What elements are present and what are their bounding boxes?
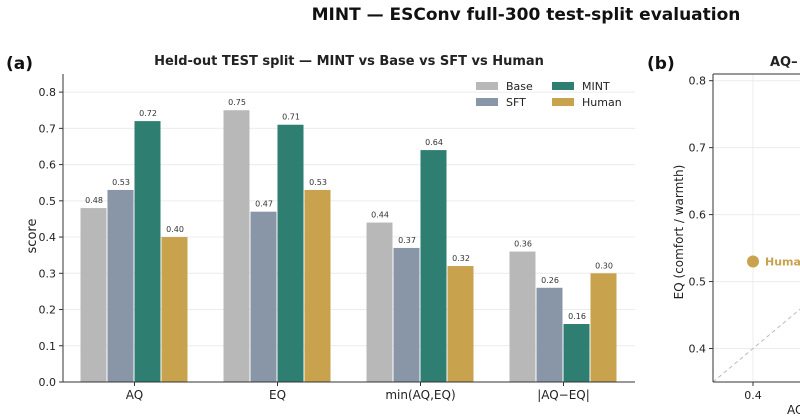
point-label-human: Huma xyxy=(765,255,800,268)
panel-a: (a) Held-out TEST split — MINT vs Base v… xyxy=(6,54,635,402)
bar-value-label: 0.16 xyxy=(568,312,586,321)
bar-base xyxy=(509,251,536,382)
bar-value-label: 0.36 xyxy=(514,240,532,249)
bar-base xyxy=(223,110,250,382)
bar-value-label: 0.26 xyxy=(541,276,559,285)
legend-swatch-mint xyxy=(552,82,574,90)
legend-swatch-base xyxy=(476,82,498,90)
y-tick-label: 0.5 xyxy=(689,276,707,289)
panel-a-bars xyxy=(80,110,617,383)
y-tick-label: 0.7 xyxy=(39,122,57,135)
bar-sft xyxy=(107,189,134,382)
bar-human xyxy=(447,266,474,382)
y-tick-label: 0.2 xyxy=(39,304,57,317)
bar-mint xyxy=(420,150,447,382)
panel-b-plot: 0.4 0.5 0.6 0.7 0.8 0.4 Huma xyxy=(689,73,800,402)
bar-base xyxy=(366,222,393,382)
bar-value-label: 0.64 xyxy=(425,138,443,147)
bar-value-label: 0.48 xyxy=(85,196,103,205)
bar-value-label: 0.30 xyxy=(595,261,613,270)
legend-swatch-sft xyxy=(476,98,498,106)
bar-value-label: 0.71 xyxy=(282,113,300,122)
bar-human xyxy=(590,273,617,382)
bar-mint xyxy=(277,124,304,383)
y-tick-label: 0.1 xyxy=(39,340,57,353)
panel-a-ylabel: score xyxy=(25,219,40,254)
x-tick-label: EQ xyxy=(269,388,286,402)
x-tick-label: min(AQ,EQ) xyxy=(385,388,455,402)
bar-sft xyxy=(536,287,563,382)
legend-label-mint: MINT xyxy=(582,80,610,93)
y-tick-label: 0.7 xyxy=(689,142,707,155)
panel-a-title: Held-out TEST split — MINT vs Base vs SF… xyxy=(154,54,544,69)
y-tick-label: 0.0 xyxy=(39,376,57,389)
x-tick-label: 0.4 xyxy=(744,389,762,402)
legend-label-base: Base xyxy=(506,80,533,93)
panel-b-label: (b) xyxy=(647,54,675,74)
bar-sft xyxy=(250,211,277,382)
bar-human xyxy=(161,237,188,382)
y-tick-label: 0.6 xyxy=(689,209,707,222)
y-tick-label: 0.3 xyxy=(39,267,57,280)
bar-value-label: 0.72 xyxy=(139,109,157,118)
figure-suptitle: MINT — ESConv full-300 test-split evalua… xyxy=(312,5,741,25)
bar-value-label: 0.53 xyxy=(309,178,327,187)
panel-b: (b) AQ– 0.4 0.5 0.6 0.7 0.8 0.4 Huma EQ (comfo… xyxy=(647,54,800,417)
panel-a-label: (a) xyxy=(6,54,33,74)
bar-value-label: 0.47 xyxy=(255,200,273,209)
bar-value-label: 0.75 xyxy=(228,98,246,107)
bar-human xyxy=(304,189,331,382)
y-tick-label: 0.4 xyxy=(689,343,707,356)
bar-value-label: 0.44 xyxy=(371,211,389,220)
bar-sft xyxy=(393,247,420,382)
panel-b-ylabel: EQ (comfort / warmth) xyxy=(672,165,686,300)
legend-swatch-human xyxy=(552,98,574,106)
panel-a-axes: 0.0 0.1 0.2 0.3 0.4 0.5 0.6 0.7 0.8 AQ EQ min(AQ,EQ… xyxy=(39,74,635,402)
panel-a-bar-labels: 0.48 0.53 0.72 0.40 0.75 0.47 0.71 0.53 0.44 0.37… xyxy=(85,98,613,321)
bar-mint xyxy=(563,324,590,382)
bar-value-label: 0.40 xyxy=(166,225,184,234)
panel-b-title: AQ– xyxy=(770,55,798,70)
x-tick-label: AQ xyxy=(126,388,143,402)
y-tick-label: 0.5 xyxy=(39,195,57,208)
panel-b-xlabel: AQ xyxy=(787,403,800,417)
y-tick-label: 0.8 xyxy=(39,86,57,99)
point-human xyxy=(747,255,759,268)
legend-label-sft: SFT xyxy=(506,96,526,109)
y-tick-label: 0.4 xyxy=(39,231,57,244)
bar-mint xyxy=(134,121,161,382)
bar-base xyxy=(80,208,107,382)
y-tick-label: 0.6 xyxy=(39,159,57,172)
x-tick-label: |AQ−EQ| xyxy=(537,388,590,402)
bar-value-label: 0.32 xyxy=(452,254,470,263)
bar-value-label: 0.53 xyxy=(112,178,130,187)
y-tick-label: 0.8 xyxy=(689,75,707,88)
panel-a-legend: Base SFT MINT Human xyxy=(476,80,622,109)
legend-label-human: Human xyxy=(582,96,622,109)
bar-value-label: 0.37 xyxy=(398,236,416,245)
